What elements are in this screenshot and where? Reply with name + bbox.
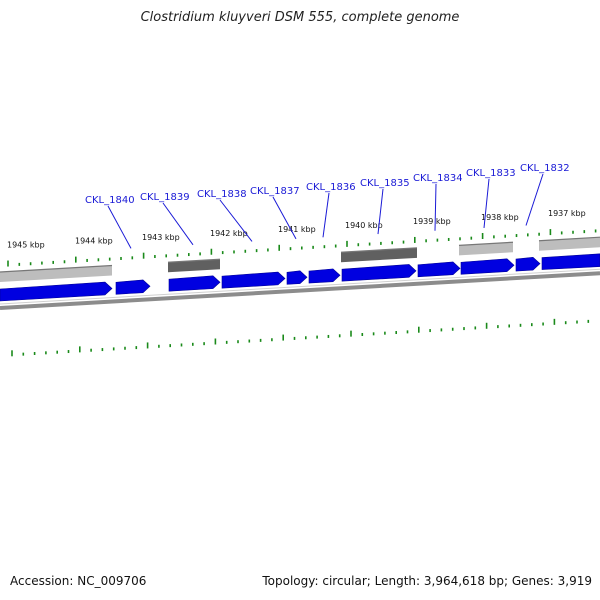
gene-leader-line: [272, 196, 297, 240]
kbp-label: 1944 kbp: [75, 237, 113, 246]
backbone-line: [0, 271, 600, 310]
backbone-highlight: [0, 268, 600, 305]
kbp-label-group: 1945 kbp 1944 kbp 1943 kbp 1942 kbp 1941 kbp…: [7, 209, 586, 249]
gene-leader-line: [434, 183, 437, 231]
gene-track: [0, 253, 600, 302]
gene-arrow: [286, 270, 308, 285]
gene-arrow: [308, 268, 341, 284]
kbp-label: 1941 kbp: [278, 225, 316, 234]
feature-block: [459, 242, 513, 256]
kbp-label: 1943 kbp: [142, 233, 180, 242]
gene-label[interactable]: CKL_1835: [360, 178, 410, 189]
kbp-label: 1940 kbp: [345, 221, 383, 230]
feature-block: [168, 259, 220, 273]
gene-label[interactable]: CKL_1832: [520, 163, 570, 174]
gene-arrow: [541, 253, 600, 270]
gene-arrow: [115, 279, 151, 295]
gene-arrow: [417, 261, 461, 278]
gene-label[interactable]: CKL_1840: [85, 195, 135, 206]
gene-label-group: CKL_1840 CKL_1839 CKL_1838 CKL_1837 CKL_1836…: [85, 163, 570, 249]
feature-edge: [340, 247, 418, 253]
feature-block: [0, 265, 112, 282]
kbp-label: 1942 kbp: [210, 229, 248, 238]
accession-text: Accession: NC_009706: [10, 574, 147, 588]
gene-label[interactable]: CKL_1838: [197, 189, 247, 200]
gene-leader-line: [483, 178, 490, 228]
gene-arrow: [515, 256, 541, 272]
feature-track: [0, 236, 600, 282]
gene-leader-line: [322, 192, 330, 238]
inner-tick-track: [11, 318, 590, 357]
feature-edge: [167, 258, 221, 263]
outer-tick-track: [7, 229, 597, 267]
gene-label[interactable]: CKL_1833: [466, 168, 516, 179]
gene-label[interactable]: CKL_1837: [250, 186, 300, 197]
gene-arrow: [168, 275, 221, 292]
feature-edge: [0, 264, 113, 273]
feature-edge: [538, 236, 600, 242]
kbp-label: 1937 kbp: [548, 209, 586, 218]
gene-label[interactable]: CKL_1836: [306, 182, 356, 193]
genome-summary-text: Topology: circular; Length: 3,964,618 bp…: [262, 574, 592, 588]
gene-arrow: [221, 271, 286, 289]
feature-edge: [458, 241, 514, 246]
kbp-label: 1938 kbp: [481, 213, 519, 222]
kbp-label: 1945 kbp: [7, 241, 45, 250]
kbp-label: 1939 kbp: [413, 217, 451, 226]
gene-label[interactable]: CKL_1834: [413, 173, 463, 184]
gene-arrow: [460, 258, 515, 275]
gene-leader-line: [107, 205, 132, 249]
gene-leader-line: [377, 188, 384, 235]
gene-arrow: [341, 264, 417, 282]
genome-title: Clostridium kluyveri DSM 555, complete g…: [140, 10, 460, 25]
gene-leader-line: [219, 199, 253, 242]
gene-label[interactable]: CKL_1839: [140, 192, 190, 203]
gene-arrow: [0, 281, 113, 302]
gene-leader-line: [525, 173, 544, 226]
feature-block: [539, 237, 600, 251]
gene-leader-line: [162, 202, 194, 246]
backbone-track: [0, 268, 600, 310]
